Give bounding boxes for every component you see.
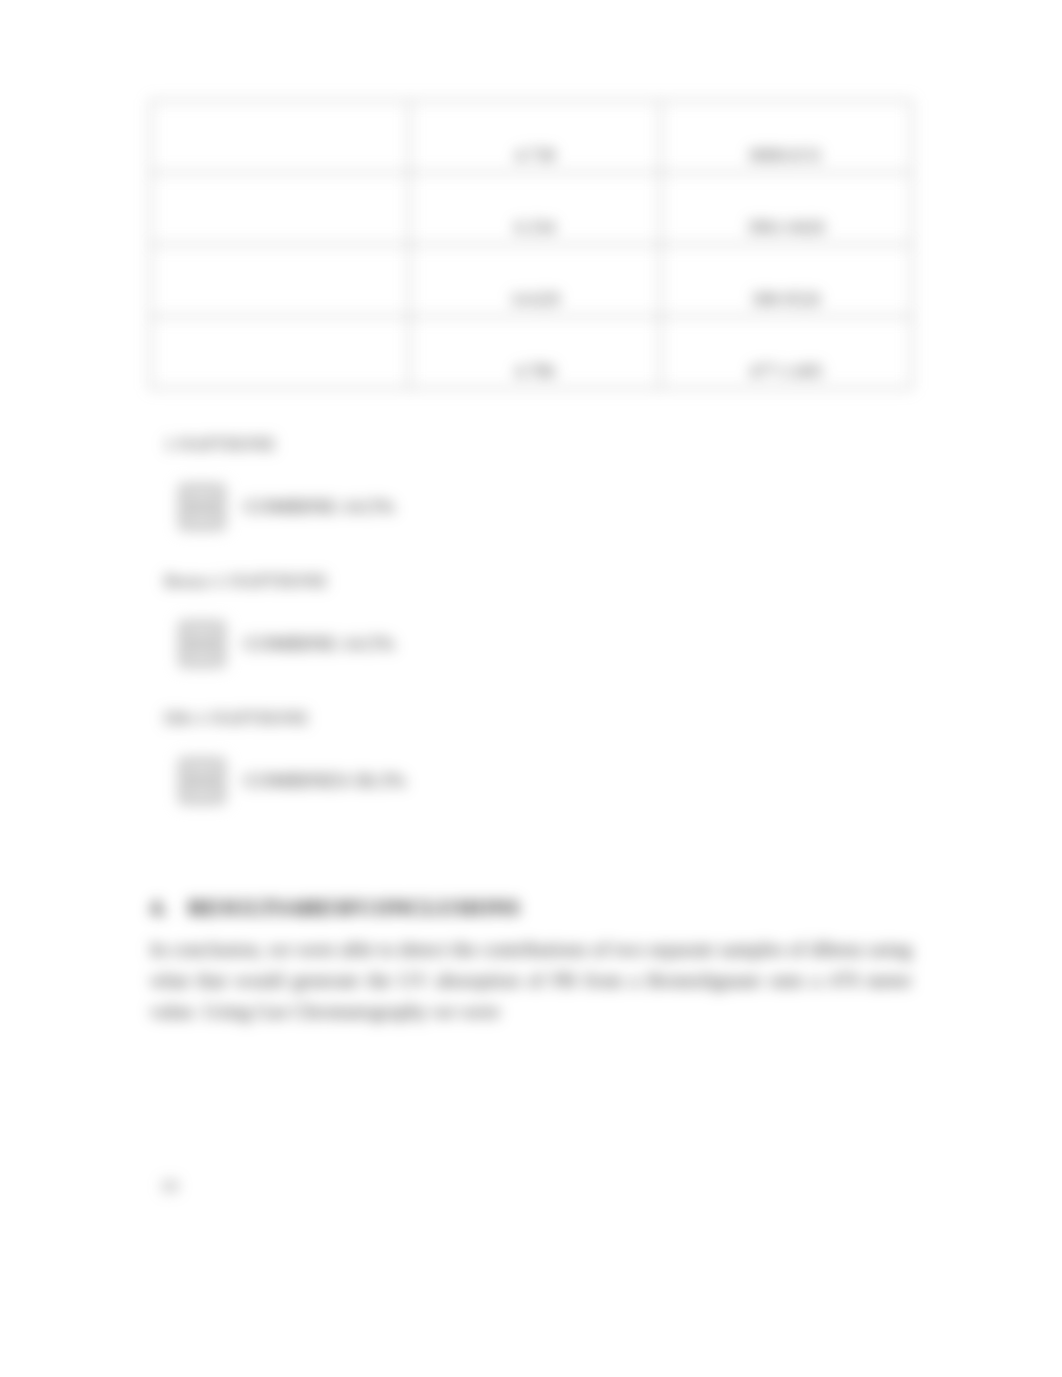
table-cell: 3961-0426 <box>660 173 911 245</box>
table-cell: 4.738 <box>409 101 660 173</box>
table-cell: 477-1.605 <box>660 317 911 389</box>
table-cell <box>151 245 410 317</box>
heading-number: 4. <box>150 895 170 921</box>
table-row: 6.334 3961-0426 <box>151 173 912 245</box>
table-cell <box>151 173 410 245</box>
table-cell: 14.629 <box>409 245 660 317</box>
table-cell: 4.786 <box>409 317 660 389</box>
image-caption: COMBINE-14.5% <box>244 496 395 519</box>
table-cell: 0000.0/31 <box>660 101 911 173</box>
data-table: 4.738 0000.0/31 6.334 3961-0426 14.629 3… <box>150 100 912 389</box>
conclusion-body: In conclusion, we were able to detect th… <box>150 935 912 1028</box>
image-block: COMBINE-14.5% <box>178 620 912 668</box>
section-label: Benzo-1-NAPTHONE <box>164 571 912 592</box>
structure-image-icon <box>178 620 226 668</box>
table-row: 4.786 477-1.605 <box>151 317 912 389</box>
page-number: 10 <box>160 1176 178 1197</box>
image-block: COMBINE-14.5% <box>178 483 912 531</box>
structure-image-icon <box>178 757 226 805</box>
image-caption: COMBINES-58.3% <box>244 770 406 793</box>
table-row: 14.629 308-9526 <box>151 245 912 317</box>
table-cell <box>151 101 410 173</box>
section-label: Dib-1-NAPTHONE <box>164 708 912 729</box>
table-cell <box>151 317 410 389</box>
image-block: COMBINES-58.3% <box>178 757 912 805</box>
table-cell: 6.334 <box>409 173 660 245</box>
page-content: 4.738 0000.0/31 6.334 3961-0426 14.629 3… <box>0 0 1062 1028</box>
conclusion-heading: 4. RESULTSARESFCONCLUSIONS <box>150 895 912 921</box>
structure-image-icon <box>178 483 226 531</box>
image-caption: COMBINE-14.5% <box>244 633 395 656</box>
section-label: 1-NAPTHONE <box>164 434 912 455</box>
table-cell: 308-9526 <box>660 245 911 317</box>
heading-title: RESULTSARESFCONCLUSIONS <box>188 895 520 921</box>
table-row: 4.738 0000.0/31 <box>151 101 912 173</box>
